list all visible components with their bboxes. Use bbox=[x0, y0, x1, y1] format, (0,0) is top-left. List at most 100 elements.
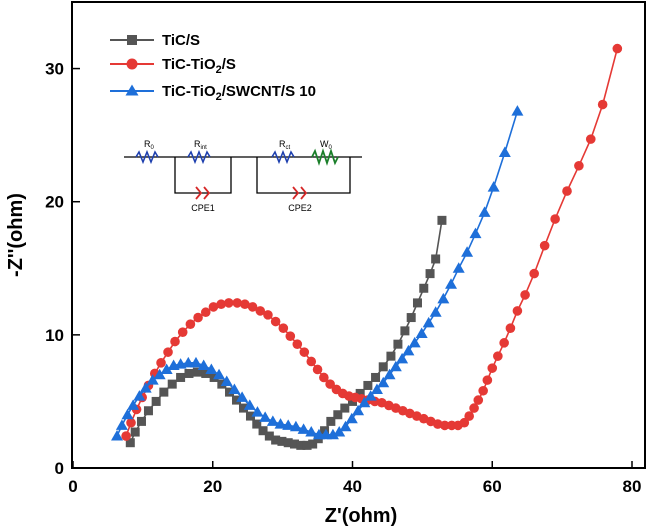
data-point bbox=[482, 375, 493, 385]
cpe2-wire-loop bbox=[256, 157, 351, 194]
data-point bbox=[177, 327, 188, 337]
data-point bbox=[464, 411, 474, 421]
r0-label-sub: 0 bbox=[151, 145, 155, 151]
data-point bbox=[130, 427, 140, 437]
data-point bbox=[562, 186, 572, 196]
data-point bbox=[499, 338, 509, 348]
data-point bbox=[127, 399, 140, 410]
data-point bbox=[439, 420, 450, 431]
data-point bbox=[550, 214, 560, 224]
legend-label-tail: /S bbox=[222, 56, 236, 73]
data-point bbox=[252, 419, 262, 429]
y-tick-label: 0 bbox=[55, 459, 64, 478]
data-point bbox=[236, 391, 249, 402]
data-point bbox=[370, 383, 383, 394]
data-point bbox=[270, 316, 281, 327]
data-point bbox=[406, 313, 416, 323]
data-point bbox=[271, 435, 281, 445]
legend-label-base: TiC/S bbox=[162, 32, 200, 49]
data-point bbox=[297, 423, 310, 434]
data-point bbox=[396, 352, 409, 364]
rct-label-sub: ct bbox=[286, 145, 291, 151]
data-point bbox=[197, 359, 210, 370]
rint-label-sub: int bbox=[201, 145, 208, 151]
w0-label-main: W bbox=[320, 139, 329, 149]
data-point bbox=[289, 420, 302, 432]
plot-frame bbox=[71, 1, 646, 469]
data-point bbox=[400, 326, 410, 336]
data-point bbox=[200, 307, 211, 318]
data-point bbox=[245, 411, 255, 421]
data-point bbox=[412, 298, 422, 308]
data-point bbox=[232, 298, 243, 308]
rint-resistor-icon bbox=[187, 149, 211, 165]
data-point bbox=[437, 292, 450, 304]
data-point bbox=[189, 356, 202, 368]
data-point bbox=[136, 416, 146, 426]
cpe2-element-icon bbox=[292, 186, 308, 200]
x-tick-label: 20 bbox=[203, 477, 222, 496]
data-point bbox=[160, 363, 173, 374]
data-point bbox=[473, 395, 484, 405]
data-point bbox=[386, 351, 396, 361]
data-point bbox=[487, 181, 500, 192]
legend-label-tail: /SWCNT/S 10 bbox=[222, 83, 316, 100]
data-point bbox=[285, 331, 296, 341]
data-point bbox=[363, 380, 373, 390]
data-point bbox=[213, 368, 226, 380]
data-point bbox=[469, 403, 479, 413]
data-point bbox=[153, 368, 166, 380]
data-point bbox=[585, 134, 596, 144]
w0-label-sub: 0 bbox=[329, 145, 333, 151]
legend-marker-square bbox=[127, 35, 137, 45]
data-point bbox=[340, 403, 350, 413]
data-point bbox=[125, 438, 135, 448]
data-point bbox=[493, 351, 503, 361]
cpe2-label: CPE2 bbox=[288, 203, 312, 213]
data-point bbox=[478, 206, 491, 217]
data-point bbox=[505, 323, 516, 334]
r0-label-main: R bbox=[144, 139, 151, 149]
data-point bbox=[383, 368, 396, 380]
data-point bbox=[139, 382, 152, 393]
data-point bbox=[574, 160, 584, 171]
data-point bbox=[326, 416, 336, 426]
data-point bbox=[393, 339, 403, 349]
w0-warburg-icon bbox=[311, 148, 339, 166]
data-point bbox=[425, 269, 435, 279]
data-point bbox=[228, 383, 241, 394]
data-point bbox=[193, 312, 203, 323]
data-point bbox=[224, 298, 234, 308]
data-point bbox=[339, 420, 352, 432]
data-point bbox=[296, 440, 306, 450]
y-tick-label: 30 bbox=[45, 60, 64, 79]
data-point bbox=[232, 395, 242, 405]
data-point bbox=[431, 254, 441, 264]
x-tick-label: 80 bbox=[623, 477, 642, 496]
data-point bbox=[292, 339, 303, 349]
legend-label-tic-tio2-swcnt-s: TiC-TiO2/SWCNT/S 10 bbox=[162, 83, 316, 103]
legend-label-tic-s: TiC/S bbox=[162, 32, 200, 49]
data-point bbox=[216, 299, 226, 310]
rct-label-main: R bbox=[279, 139, 286, 149]
data-point bbox=[299, 347, 310, 357]
data-point bbox=[469, 227, 482, 239]
data-point bbox=[184, 368, 194, 378]
data-point bbox=[305, 426, 318, 437]
x-tick-label: 60 bbox=[483, 477, 502, 496]
series-group bbox=[111, 105, 524, 441]
legend-label-tic-tio2-s: TiC-TiO2/S bbox=[162, 56, 236, 76]
data-point bbox=[461, 246, 474, 257]
rint-label: Rint bbox=[194, 139, 207, 151]
data-point bbox=[511, 105, 524, 116]
data-point bbox=[163, 347, 173, 357]
data-point bbox=[319, 372, 329, 383]
data-point bbox=[320, 426, 330, 436]
data-point bbox=[512, 306, 523, 316]
data-point bbox=[126, 417, 136, 428]
w0-label: W0 bbox=[320, 139, 333, 151]
data-point bbox=[326, 428, 339, 440]
data-point bbox=[422, 316, 435, 328]
data-point bbox=[452, 262, 465, 273]
x-tick-label: 0 bbox=[68, 477, 77, 496]
